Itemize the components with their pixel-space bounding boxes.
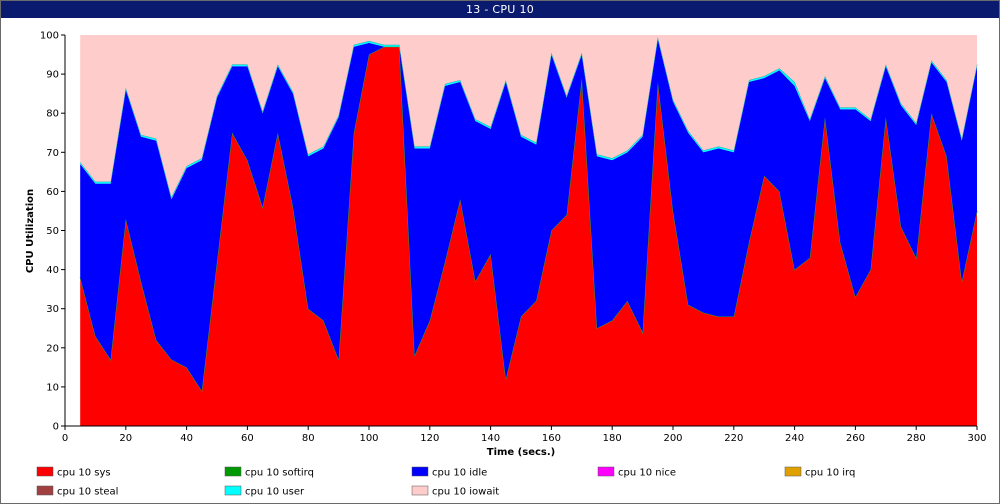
x-tick-label: 100 (359, 433, 378, 444)
x-axis-ticks: 0 20 40 60 80 100 120 140 160 180 200 220 240 260 280 3… (62, 426, 987, 444)
y-tick-label: 40 (46, 265, 59, 276)
area-cpu-10-iowait (80, 35, 977, 198)
y-tick-label: 0 (53, 422, 59, 433)
y-tick-label: 80 (46, 109, 59, 120)
y-tick-label: 60 (46, 187, 59, 198)
x-tick-label: 300 (967, 433, 986, 444)
legend-label-cpu-10-irq: cpu 10 irq (805, 468, 855, 479)
y-tick-label: 10 (46, 382, 59, 393)
legend-swatch-cpu-10-nice (597, 466, 615, 477)
x-tick-label: 0 (62, 433, 68, 444)
legend-swatch-cpu-10-idle (411, 466, 429, 477)
x-tick-label: 20 (119, 433, 132, 444)
legend-swatch-cpu-10-iowait (411, 485, 429, 496)
area-cpu-10-idle (80, 38, 977, 391)
y-axis-title: CPU Utilization (25, 189, 36, 273)
legend-label-cpu-10-softirq: cpu 10 softirq (245, 468, 314, 479)
legend-swatch-cpu-10-irq (784, 466, 802, 477)
x-tick-label: 140 (481, 433, 500, 444)
y-tick-label: 30 (46, 304, 59, 315)
legend: cpu 10 sys cpu 10 softirq cpu 10 idle cpu 1… (36, 466, 855, 498)
area-layers (79, 35, 978, 426)
legend-swatch-cpu-10-steal (36, 485, 54, 496)
x-tick-label: 180 (603, 433, 622, 444)
y-tick-label: 20 (46, 343, 59, 354)
x-tick-label: 220 (724, 433, 743, 444)
x-tick-label: 40 (180, 433, 193, 444)
x-tick-label: 200 (663, 433, 682, 444)
x-axis-title: Time (secs.) (487, 447, 556, 458)
x-tick-label: 80 (302, 433, 315, 444)
y-tick-label: 70 (46, 148, 59, 159)
x-tick-label: 280 (907, 433, 926, 444)
legend-label-cpu-10-idle: cpu 10 idle (432, 468, 487, 479)
legend-swatch-cpu-10-softirq (224, 466, 242, 477)
y-tick-label: 100 (40, 31, 59, 42)
y-axis-ticks: 0 10 20 30 40 50 60 70 80 90 100 (40, 31, 65, 433)
x-tick-label: 60 (241, 433, 254, 444)
area-cpu-10-sys (80, 46, 977, 426)
legend-label-cpu-10-nice: cpu 10 nice (618, 468, 676, 479)
x-tick-label: 240 (785, 433, 804, 444)
legend-label-cpu-10-user: cpu 10 user (245, 487, 305, 498)
y-tick-label: 50 (46, 226, 59, 237)
x-tick-label: 160 (542, 433, 561, 444)
y-tick-label: 90 (46, 70, 59, 81)
legend-swatch-cpu-10-sys (36, 466, 54, 477)
line-cpu-10-user (79, 36, 978, 199)
legend-label-cpu-10-sys: cpu 10 sys (57, 468, 111, 479)
x-tick-label: 260 (846, 433, 865, 444)
legend-label-cpu-10-iowait: cpu 10 iowait (432, 487, 499, 498)
legend-label-cpu-10-steal: cpu 10 steal (57, 487, 118, 498)
legend-swatch-cpu-10-user (224, 485, 242, 496)
window-title: 13 - CPU 10 (1, 1, 999, 18)
x-tick-label: 120 (420, 433, 439, 444)
